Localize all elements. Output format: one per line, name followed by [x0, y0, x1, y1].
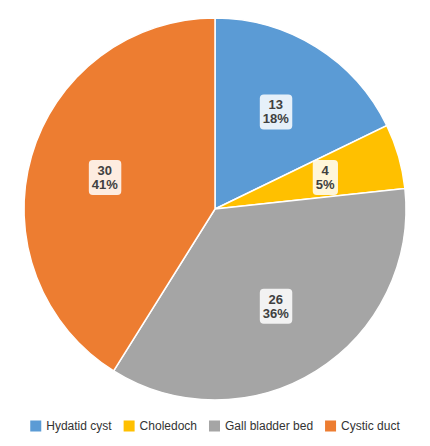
data-label-box — [313, 160, 338, 195]
legend-item: Gall bladder bed — [209, 419, 313, 433]
data-label-group: 3041% — [89, 160, 121, 195]
data-label-line: 13 — [269, 97, 283, 112]
data-label-box — [89, 160, 121, 195]
data-label-line: 4 — [322, 163, 330, 178]
legend-item: Cystic duct — [325, 419, 400, 433]
legend-swatch — [124, 421, 135, 432]
data-label-group: 1318% — [260, 94, 292, 129]
legend-label: Cystic duct — [341, 419, 400, 433]
data-label-box — [260, 289, 292, 324]
pie: 1318% 45% 2636% 3041% — [24, 18, 406, 400]
data-label-line: 5% — [316, 177, 335, 192]
legend-item: Hydatid cyst — [30, 419, 112, 433]
data-label-line: 36% — [263, 306, 289, 321]
data-label: 2636% — [263, 292, 289, 321]
legend-label: Hydatid cyst — [46, 419, 112, 433]
legend: Hydatid cyst Choledoch Gall bladder bed Cys… — [30, 419, 400, 433]
data-label: 3041% — [92, 163, 118, 192]
pie-slice — [24, 18, 215, 371]
data-label-box — [260, 94, 292, 129]
data-label-line: 41% — [92, 177, 118, 192]
chart: 1318% 45% 2636% 3041% Hydatid cyst Choledoch G… — [0, 0, 430, 446]
data-labels: 1318% 45% 2636% 3041% — [89, 94, 338, 323]
legend-label: Choledoch — [140, 419, 197, 433]
legend-swatch — [30, 421, 41, 432]
data-label-line: 26 — [269, 292, 283, 307]
data-label-group: 45% — [313, 160, 338, 195]
data-label: 1318% — [263, 97, 289, 126]
legend-swatch — [209, 421, 220, 432]
legend-label: Gall bladder bed — [225, 419, 313, 433]
data-label-line: 18% — [263, 111, 289, 126]
data-label-line: 30 — [98, 163, 112, 178]
data-label: 45% — [316, 163, 335, 192]
legend-swatch — [325, 421, 336, 432]
data-label-group: 2636% — [260, 289, 292, 324]
legend-item: Choledoch — [124, 419, 197, 433]
